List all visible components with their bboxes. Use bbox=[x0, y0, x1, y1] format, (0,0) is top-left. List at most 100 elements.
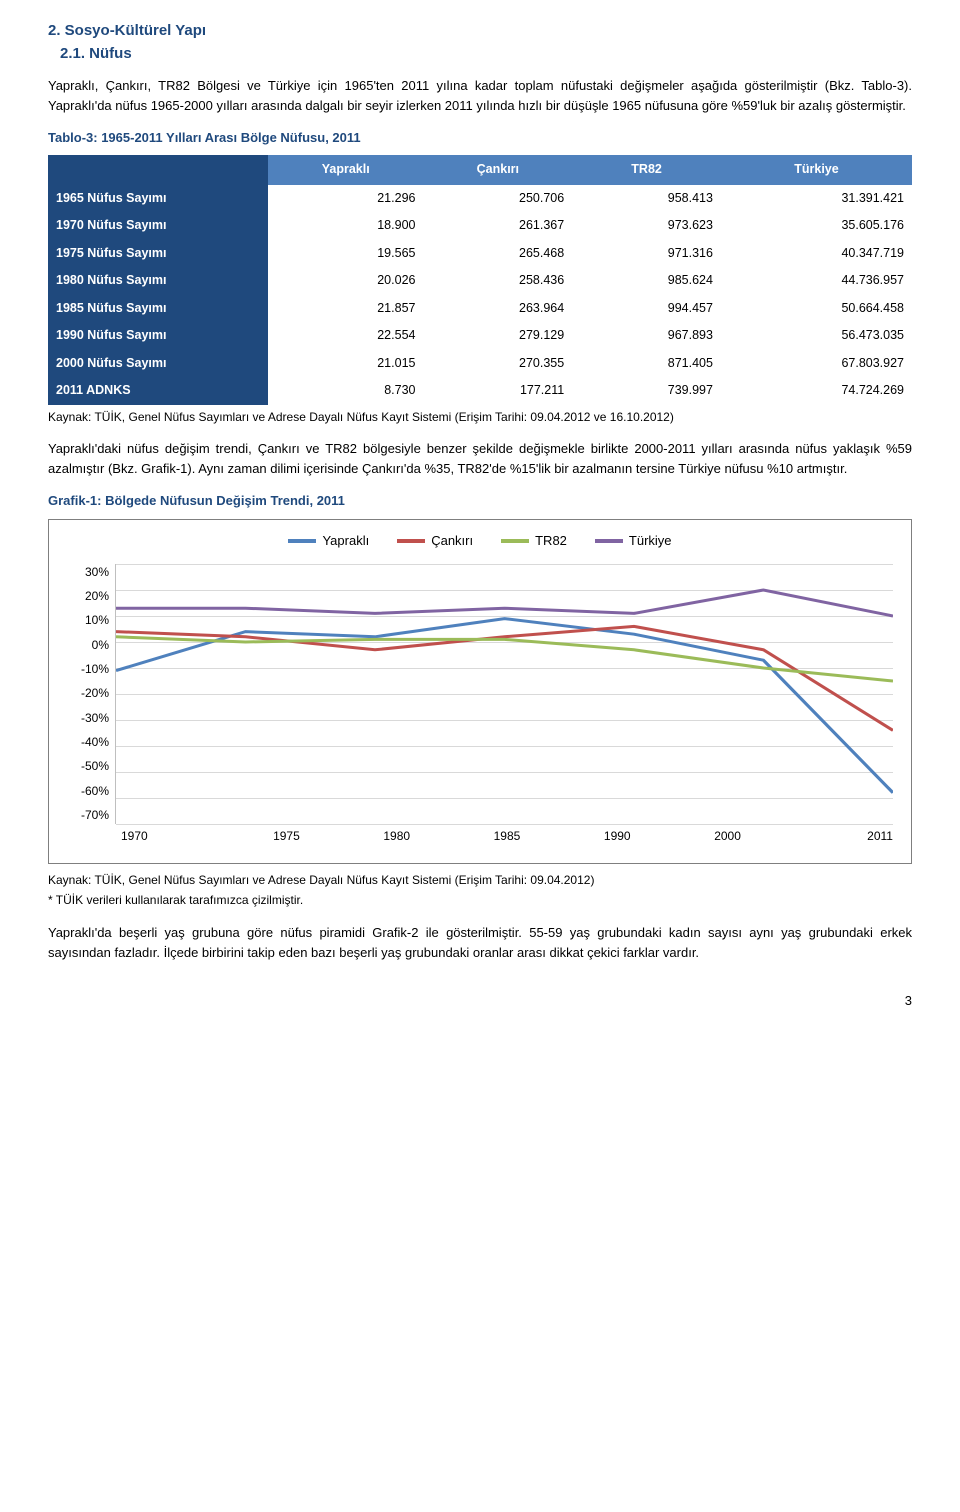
table-row: 2011 ADNKS8.730177.211739.99774.724.269 bbox=[48, 377, 912, 405]
table-cell: 35.605.176 bbox=[721, 212, 912, 240]
y-tick-label: 30% bbox=[85, 564, 109, 581]
y-tick-label: -30% bbox=[81, 710, 109, 727]
x-tick-label: 2000 bbox=[672, 828, 782, 845]
paragraph-after-table: Yapraklı'daki nüfus değişim trendi, Çank… bbox=[48, 439, 912, 478]
table-cell: 31.391.421 bbox=[721, 185, 912, 213]
table-row-label: 1965 Nüfus Sayımı bbox=[48, 185, 268, 213]
section-title: 2. Sosyo-Kültürel Yapı bbox=[48, 20, 912, 41]
series-line bbox=[116, 590, 893, 616]
table-cell: 21.296 bbox=[268, 185, 423, 213]
page-number: 3 bbox=[48, 992, 912, 1010]
table-row-label: 1970 Nüfus Sayımı bbox=[48, 212, 268, 240]
table-cell: 50.664.458 bbox=[721, 295, 912, 323]
subsection-title: 2.1. Nüfus bbox=[60, 43, 912, 64]
table-caption: Tablo-3: 1965-2011 Yılları Arası Bölge N… bbox=[48, 129, 912, 147]
chart-plot bbox=[115, 564, 893, 824]
table-row: 2000 Nüfus Sayımı21.015270.355871.40567.… bbox=[48, 350, 912, 378]
table-cell: 22.554 bbox=[268, 322, 423, 350]
table-cell: 973.623 bbox=[572, 212, 721, 240]
legend-item: TR82 bbox=[501, 532, 567, 550]
chart-source-2: * TÜİK verileri kullanılarak tarafımızca… bbox=[48, 892, 912, 909]
series-line bbox=[116, 618, 893, 792]
table-column-header: Türkiye bbox=[721, 155, 912, 185]
table-cell: 250.706 bbox=[423, 185, 572, 213]
x-tick-label: 1985 bbox=[452, 828, 562, 845]
table-row-label: 1980 Nüfus Sayımı bbox=[48, 267, 268, 295]
population-table: YapraklıÇankırıTR82Türkiye 1965 Nüfus Sa… bbox=[48, 155, 912, 405]
y-tick-label: -10% bbox=[81, 661, 109, 678]
table-cell: 265.468 bbox=[423, 240, 572, 268]
legend-item: Çankırı bbox=[397, 532, 473, 550]
chart-legend: Yapraklı Çankırı TR82 Türkiye bbox=[67, 532, 893, 550]
table-row: 1965 Nüfus Sayımı21.296250.706958.41331.… bbox=[48, 185, 912, 213]
table-cell: 971.316 bbox=[572, 240, 721, 268]
table-cell: 739.997 bbox=[572, 377, 721, 405]
table-row: 1980 Nüfus Sayımı20.026258.436985.62444.… bbox=[48, 267, 912, 295]
table-row: 1985 Nüfus Sayımı21.857263.964994.45750.… bbox=[48, 295, 912, 323]
table-cell: 21.015 bbox=[268, 350, 423, 378]
table-row-label: 2000 Nüfus Sayımı bbox=[48, 350, 268, 378]
y-tick-label: 10% bbox=[85, 612, 109, 629]
gridline bbox=[116, 824, 893, 825]
table-row: 1975 Nüfus Sayımı19.565265.468971.31640.… bbox=[48, 240, 912, 268]
x-tick-label: 1970 bbox=[121, 828, 231, 845]
table-row-label: 1975 Nüfus Sayımı bbox=[48, 240, 268, 268]
table-header-blank bbox=[48, 155, 268, 185]
legend-label: TR82 bbox=[535, 532, 567, 550]
table-row: 1970 Nüfus Sayımı18.900261.367973.62335.… bbox=[48, 212, 912, 240]
table-cell: 177.211 bbox=[423, 377, 572, 405]
table-cell: 985.624 bbox=[572, 267, 721, 295]
table-column-header: Yapraklı bbox=[268, 155, 423, 185]
table-cell: 994.457 bbox=[572, 295, 721, 323]
y-tick-label: 20% bbox=[85, 588, 109, 605]
table-cell: 20.026 bbox=[268, 267, 423, 295]
table-cell: 261.367 bbox=[423, 212, 572, 240]
chart-caption: Grafik-1: Bölgede Nüfusun Değişim Trendi… bbox=[48, 492, 912, 510]
table-cell: 258.436 bbox=[423, 267, 572, 295]
table-cell: 263.964 bbox=[423, 295, 572, 323]
table-cell: 279.129 bbox=[423, 322, 572, 350]
table-cell: 18.900 bbox=[268, 212, 423, 240]
legend-label: Türkiye bbox=[629, 532, 672, 550]
table-row-label: 1985 Nüfus Sayımı bbox=[48, 295, 268, 323]
table-row-label: 2011 ADNKS bbox=[48, 377, 268, 405]
table-cell: 967.893 bbox=[572, 322, 721, 350]
table-column-header: TR82 bbox=[572, 155, 721, 185]
y-tick-label: -60% bbox=[81, 783, 109, 800]
legend-item: Yapraklı bbox=[288, 532, 369, 550]
table-cell: 958.413 bbox=[572, 185, 721, 213]
x-tick-label: 1980 bbox=[342, 828, 452, 845]
table-cell: 40.347.719 bbox=[721, 240, 912, 268]
table-column-header: Çankırı bbox=[423, 155, 572, 185]
legend-swatch bbox=[288, 539, 316, 543]
trend-chart: Yapraklı Çankırı TR82 Türkiye 30% 20% 10% 0% -1… bbox=[48, 519, 912, 864]
legend-swatch bbox=[501, 539, 529, 543]
table-cell: 21.857 bbox=[268, 295, 423, 323]
table-source: Kaynak: TÜİK, Genel Nüfus Sayımları ve A… bbox=[48, 409, 912, 426]
legend-swatch bbox=[397, 539, 425, 543]
legend-label: Yapraklı bbox=[322, 532, 369, 550]
chart-y-axis: 30%20%10%0%-10%-20%-30%-40%-50%-60%-70% bbox=[67, 564, 115, 824]
table-cell: 19.565 bbox=[268, 240, 423, 268]
closing-paragraph: Yapraklı'da beşerli yaş grubuna göre nüf… bbox=[48, 923, 912, 962]
x-tick-label: 2011 bbox=[783, 828, 893, 845]
table-cell: 8.730 bbox=[268, 377, 423, 405]
legend-swatch bbox=[595, 539, 623, 543]
table-cell: 44.736.957 bbox=[721, 267, 912, 295]
table-cell: 871.405 bbox=[572, 350, 721, 378]
x-tick-label: 1975 bbox=[231, 828, 341, 845]
table-cell: 74.724.269 bbox=[721, 377, 912, 405]
legend-item: Türkiye bbox=[595, 532, 672, 550]
y-tick-label: 0% bbox=[92, 637, 109, 654]
table-cell: 56.473.035 bbox=[721, 322, 912, 350]
x-tick-label: 1990 bbox=[562, 828, 672, 845]
y-tick-label: -70% bbox=[81, 807, 109, 824]
y-tick-label: -50% bbox=[81, 758, 109, 775]
table-row-label: 1990 Nüfus Sayımı bbox=[48, 322, 268, 350]
chart-source-1: Kaynak: TÜİK, Genel Nüfus Sayımları ve A… bbox=[48, 872, 912, 889]
y-tick-label: -20% bbox=[81, 685, 109, 702]
table-row: 1990 Nüfus Sayımı22.554279.129967.89356.… bbox=[48, 322, 912, 350]
table-cell: 67.803.927 bbox=[721, 350, 912, 378]
legend-label: Çankırı bbox=[431, 532, 473, 550]
intro-paragraph: Yapraklı, Çankırı, TR82 Bölgesi ve Türki… bbox=[48, 76, 912, 115]
